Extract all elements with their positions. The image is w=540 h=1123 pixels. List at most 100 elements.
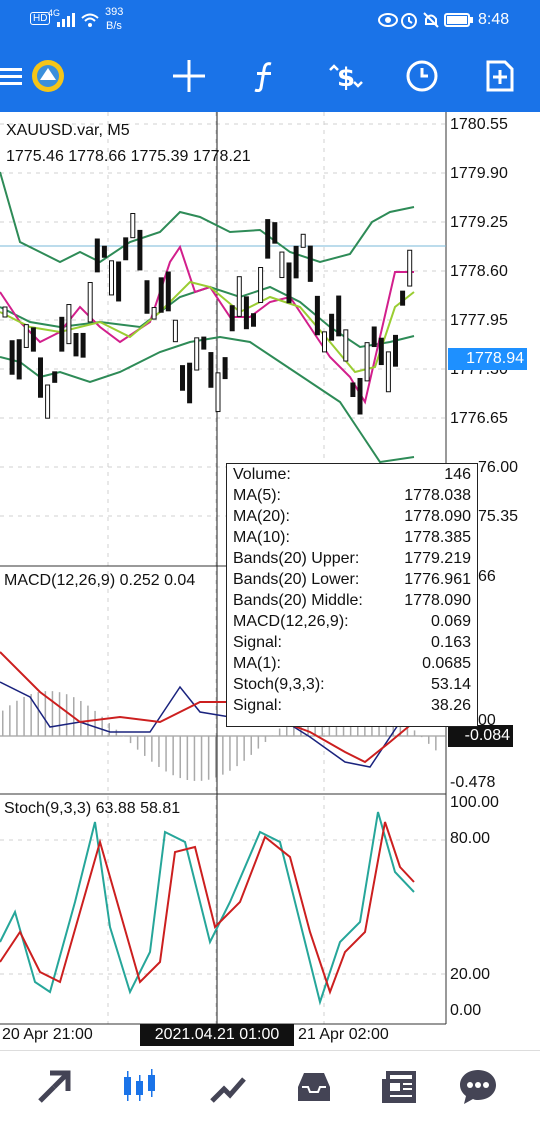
candle <box>159 278 163 312</box>
bottom-nav <box>0 1050 540 1123</box>
data-window-value: 0.0685 <box>422 653 471 674</box>
macd-histogram-bar <box>151 736 153 762</box>
candle <box>202 337 206 349</box>
nav-news[interactable] <box>378 1065 422 1109</box>
candle <box>351 383 355 397</box>
macd-histogram-bar <box>208 736 210 780</box>
candle <box>95 239 99 272</box>
macd-histogram-bar <box>215 736 217 778</box>
candle <box>330 314 334 340</box>
macd-current-tag: -0.084 <box>448 725 513 747</box>
nav-chat[interactable] <box>456 1065 500 1109</box>
app-logo-button[interactable] <box>22 50 74 102</box>
nav-history[interactable] <box>206 1065 250 1109</box>
data-window-row: Bands(20) Lower:1776.961 <box>227 569 477 590</box>
symbol-dollar-icon: $ <box>326 60 366 92</box>
nav-trade[interactable] <box>32 1065 76 1109</box>
svg-text:$: $ <box>337 63 355 92</box>
data-window-row: Bands(20) Upper:1779.219 <box>227 548 477 569</box>
data-window-value: 1778.090 <box>404 590 471 611</box>
macd-histogram-bar <box>222 736 224 775</box>
news-icon <box>380 1067 420 1107</box>
stoch-label: 100.00 <box>450 794 499 812</box>
stoch-label: 20.00 <box>450 966 490 984</box>
candle <box>237 277 241 317</box>
history-icon <box>208 1067 248 1107</box>
macd-histogram-bar <box>94 711 96 736</box>
candle <box>294 246 298 278</box>
candle <box>46 385 50 418</box>
toolbar: $ <box>0 40 540 112</box>
data-window-value: 38.26 <box>431 695 471 716</box>
nav-chart[interactable] <box>118 1065 162 1109</box>
bollinger-lower <box>0 337 414 462</box>
data-window-row: Bands(20) Middle:1778.090 <box>227 590 477 611</box>
candle <box>88 283 92 322</box>
data-window-key: MACD(12,26,9): <box>233 611 349 632</box>
app-logo <box>28 56 68 96</box>
stoch-label: 0.00 <box>450 1002 481 1020</box>
wifi-icon <box>80 12 100 28</box>
macd-histogram-bar <box>23 697 25 736</box>
macd-histogram-bar <box>52 691 54 736</box>
symbol-title: XAUUSD.var, M5 <box>6 122 130 140</box>
data-window-row: MA(20):1778.090 <box>227 506 477 527</box>
macd-histogram-bar <box>45 691 47 736</box>
candle <box>145 281 149 314</box>
candle <box>102 246 106 257</box>
candle <box>259 267 263 302</box>
indicators-button[interactable] <box>239 50 291 102</box>
data-window-value: 53.14 <box>431 674 471 695</box>
macd-histogram-bar <box>66 694 68 736</box>
candle <box>124 238 128 260</box>
candle <box>3 307 7 317</box>
time-label: 20 Apr 21:00 <box>2 1026 93 1044</box>
macd-histogram-bar <box>158 736 160 767</box>
macd-histogram-bar <box>16 701 18 736</box>
data-window-row: MA(1): 0.0685 <box>227 653 477 674</box>
candle <box>379 338 383 364</box>
candle <box>188 363 192 403</box>
candle <box>401 291 405 305</box>
candle <box>408 250 412 286</box>
net-speed-unit: B/s <box>106 20 122 32</box>
candle <box>117 262 121 301</box>
new-order-button[interactable] <box>474 50 526 102</box>
data-window-key: Signal: <box>233 695 282 716</box>
macd-histogram-bar <box>187 736 189 780</box>
clock-time: 8:48 <box>478 11 509 29</box>
current-price-tag: 1778.94 <box>448 348 527 370</box>
data-window-key: Volume: <box>233 464 291 485</box>
macd-histogram-bar <box>80 701 82 736</box>
candle <box>273 223 277 243</box>
macd-histogram-bar <box>414 730 416 736</box>
data-window-value: 0.163 <box>431 632 471 653</box>
stoch-label: 80.00 <box>450 830 490 848</box>
macd-histogram-bar <box>279 729 281 736</box>
macd-histogram-bar <box>251 736 253 755</box>
candle <box>110 261 114 295</box>
candle <box>252 314 256 327</box>
timeframe-button[interactable] <box>396 50 448 102</box>
price-label: 76.00 <box>478 459 518 477</box>
macd-histogram-bar <box>201 736 203 781</box>
time-label: 21 Apr 02:00 <box>298 1026 389 1044</box>
alarm-icon <box>400 11 418 29</box>
price-label: 1778.60 <box>450 263 508 281</box>
data-window-row: MA(10):1778.385 <box>227 527 477 548</box>
price-label: 1780.55 <box>450 116 508 134</box>
nav-inbox[interactable] <box>292 1065 336 1109</box>
macd-histogram-bar <box>258 736 260 749</box>
add-window-icon <box>485 59 515 93</box>
data-window-value: 1778.385 <box>404 527 471 548</box>
crosshair-button[interactable] <box>163 50 215 102</box>
candle <box>266 220 270 259</box>
candle <box>31 328 35 351</box>
candle <box>287 263 291 303</box>
candle <box>315 296 319 334</box>
macd-histogram-bar <box>130 736 132 743</box>
price-label: 1776.65 <box>450 410 508 428</box>
data-window-key: MA(1): <box>233 653 281 674</box>
symbol-button[interactable]: $ <box>320 50 372 102</box>
